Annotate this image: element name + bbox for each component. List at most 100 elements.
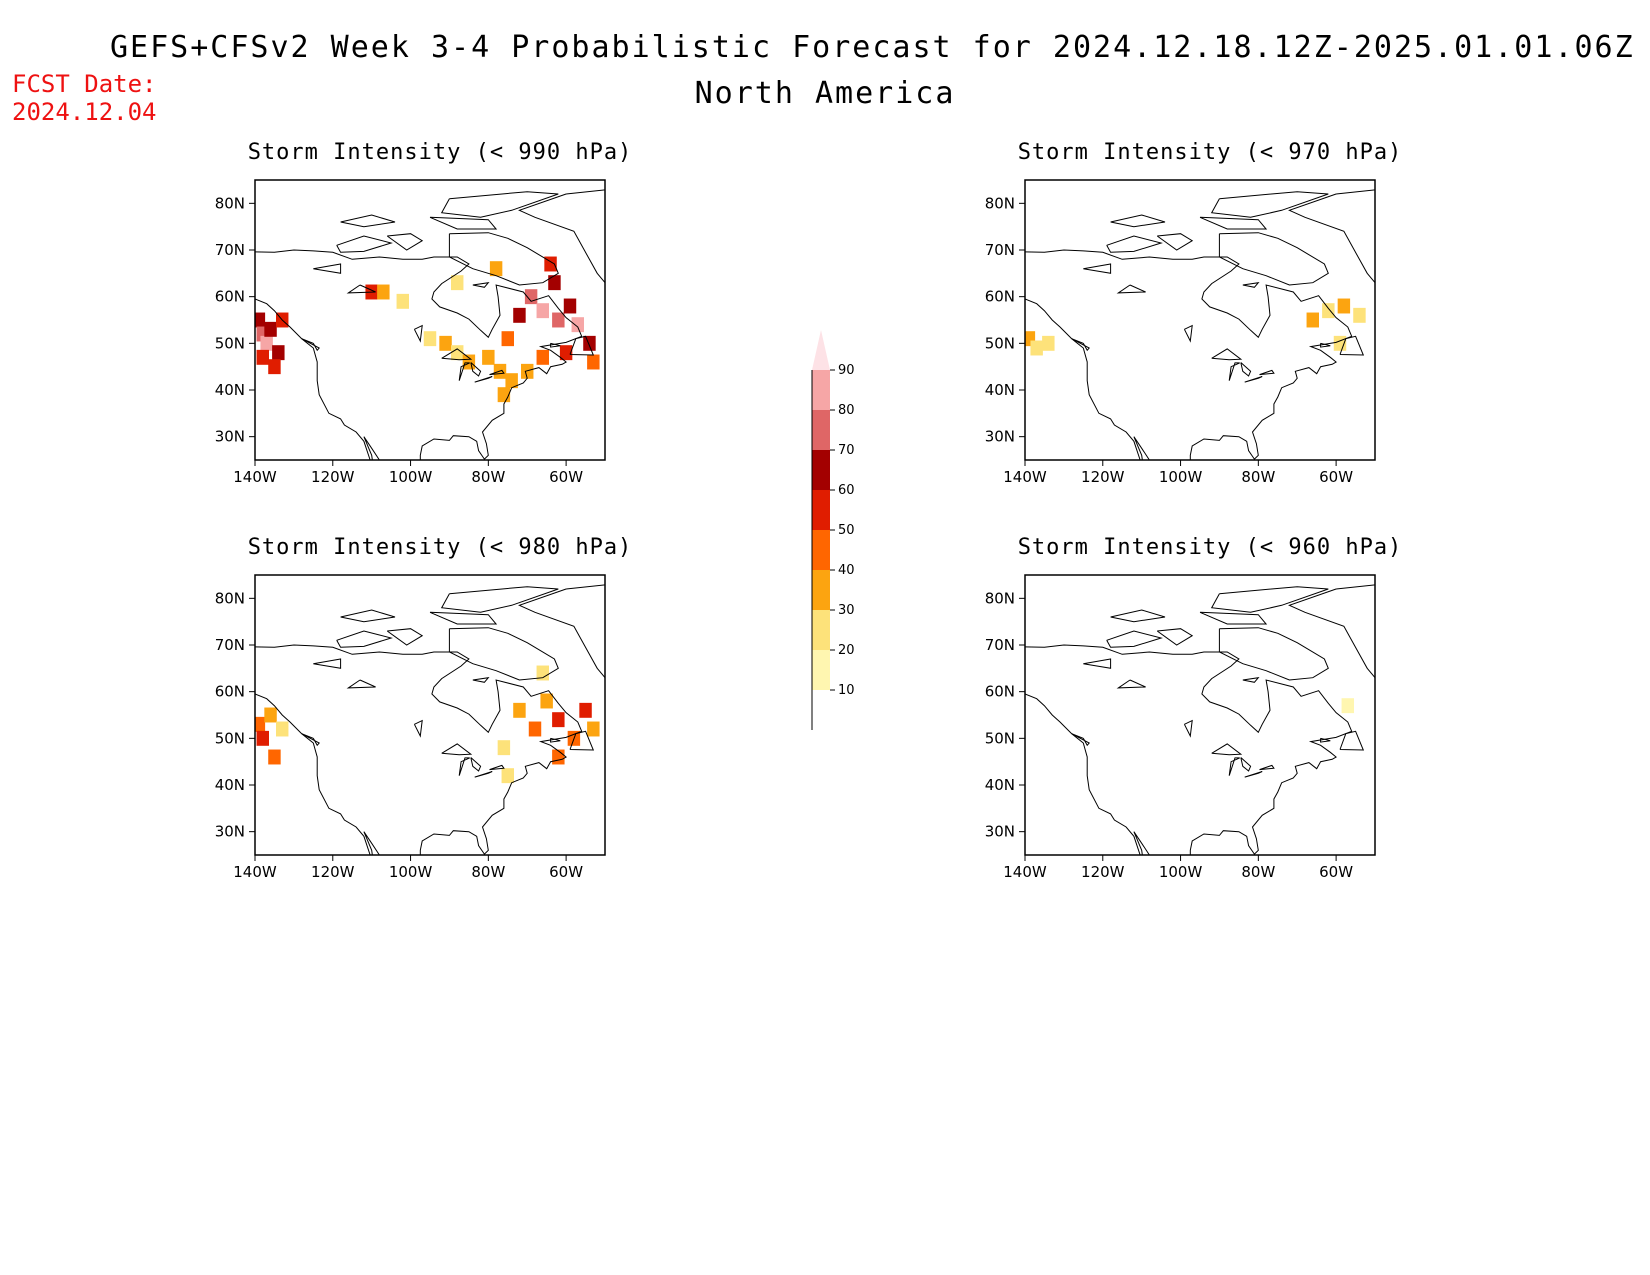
- lon-tick-label: 120W: [311, 468, 355, 486]
- colorbar-svg: 10 20 30 40 50 60 70 80 90: [811, 330, 855, 730]
- lat-tick-label: 30N: [985, 823, 1015, 841]
- island-outline: [340, 609, 396, 623]
- map-background: [1025, 575, 1375, 855]
- probability-cell: [1341, 698, 1354, 714]
- island-outline: [429, 611, 498, 625]
- lake-outline: [1240, 362, 1252, 377]
- lake-outline: [474, 376, 493, 383]
- island-outline: [1106, 235, 1163, 253]
- probability-cell: [536, 665, 549, 681]
- lon-tick-label: 100W: [389, 863, 433, 881]
- map-990: 80N 70N 60N 50N 40N 30N 140W 120W 100W 80W 60W: [215, 179, 606, 486]
- island-outline: [1199, 216, 1268, 230]
- probability-cell: [451, 345, 464, 361]
- colorbar-segment: [812, 490, 830, 530]
- panel-970: Storm Intensity (< 970 hPa) 80N 70N 60N 50N…: [970, 140, 1450, 540]
- probability-cell: [1337, 298, 1351, 314]
- map-content: [1025, 189, 1375, 460]
- lake-outline: [313, 658, 342, 669]
- probability-cell: [255, 716, 266, 732]
- island-outline: [301, 733, 320, 747]
- colorbar-label: 40: [838, 563, 855, 578]
- coastline: [255, 644, 583, 855]
- probability-cell: [256, 730, 269, 746]
- lon-tick-label: 80W: [1241, 863, 1275, 881]
- island-outline: [550, 737, 561, 743]
- panel-title: Storm Intensity (< 960 hPa): [1017, 535, 1403, 560]
- panel-title: Storm Intensity (< 990 hPa): [247, 140, 633, 165]
- map-frame: [254, 574, 606, 856]
- lake-outline: [1116, 679, 1146, 689]
- map-background: [255, 180, 605, 460]
- island-outline: [1110, 214, 1166, 228]
- probability-cell: [489, 261, 503, 277]
- panel-990: Storm Intensity (< 990 hPa) 80N 70N 60N 50N…: [200, 140, 680, 540]
- panel-title: Storm Intensity (< 970 hPa): [1017, 140, 1403, 165]
- lat-tick-label: 70N: [215, 636, 245, 654]
- colorbar-label: 50: [838, 523, 855, 538]
- colorbar-segment: [812, 370, 830, 410]
- lon-tick-label: 100W: [1159, 863, 1203, 881]
- probability-cell: [552, 749, 565, 765]
- lake-outline: [489, 764, 505, 771]
- lake-outline: [458, 757, 470, 776]
- probability-cell: [423, 331, 437, 347]
- lake-outline: [346, 284, 376, 294]
- island-outline: [1242, 282, 1260, 288]
- colorbar-segment: [812, 450, 830, 490]
- probability-cell: [1353, 307, 1366, 323]
- island-outline: [569, 335, 595, 356]
- map-960: 80N 70N 60N 50N 40N 30N 140W 120W 100W 80W 60W: [985, 574, 1376, 881]
- probability-cell: [521, 363, 534, 379]
- panel-960: Storm Intensity (< 960 hPa) 80N 70N 60N 50N…: [970, 535, 1450, 935]
- lon-tick-label: 80W: [471, 468, 505, 486]
- probability-cell: [264, 707, 277, 723]
- colorbar: 10 20 30 40 50 60 70 80 90: [800, 330, 880, 750]
- lake-outline: [346, 679, 376, 689]
- island-outline: [1218, 232, 1329, 286]
- island-outline: [448, 232, 559, 286]
- lon-tick-label: 80W: [471, 863, 505, 881]
- island-outline: [1320, 737, 1331, 743]
- probability-cell: [579, 702, 592, 718]
- colorbar-segment: [812, 570, 830, 610]
- lake-outline: [470, 362, 482, 377]
- lake-outline: [1228, 362, 1240, 381]
- island-outline: [518, 584, 605, 679]
- probability-cell: [587, 721, 600, 737]
- island-outline: [336, 235, 393, 253]
- lon-tick-label: 120W: [1081, 863, 1125, 881]
- probability-cell: [260, 335, 273, 351]
- probability-cell: [505, 373, 518, 389]
- lake-outline: [1244, 376, 1263, 383]
- map-frame: [254, 179, 606, 461]
- lake-outline: [1259, 369, 1275, 376]
- panel-title: Storm Intensity (< 980 hPa): [247, 535, 633, 560]
- lon-tick-label: 100W: [389, 468, 433, 486]
- lon-tick-label: 60W: [549, 468, 583, 486]
- probability-cell: [501, 331, 514, 347]
- probability-cell: [583, 335, 596, 351]
- map-980: 80N 70N 60N 50N 40N 30N 140W 120W 100W 80W 60W: [215, 574, 606, 881]
- island-outline: [448, 627, 559, 681]
- colorbar-segment: [812, 650, 830, 690]
- probability-cell: [1030, 340, 1043, 356]
- probability-cell: [1042, 335, 1055, 351]
- lat-tick-label: 40N: [215, 381, 245, 399]
- lat-tick-label: 80N: [215, 589, 245, 607]
- island-outline: [440, 586, 559, 613]
- island-outline: [1071, 733, 1090, 747]
- coastline: [255, 249, 583, 460]
- lon-tick-label: 140W: [233, 863, 277, 881]
- lake-outline: [470, 757, 482, 772]
- lat-tick-label: 60N: [985, 683, 1015, 701]
- colorbar-segment: [812, 610, 830, 650]
- probability-cell: [268, 749, 281, 765]
- probability-cell: [377, 284, 390, 300]
- colorbar-label: 30: [838, 603, 855, 618]
- island-outline: [340, 214, 396, 228]
- lake-outline: [1083, 658, 1112, 669]
- probability-cell: [536, 349, 549, 365]
- lat-tick-label: 60N: [985, 288, 1015, 306]
- lat-tick-label: 80N: [985, 194, 1015, 212]
